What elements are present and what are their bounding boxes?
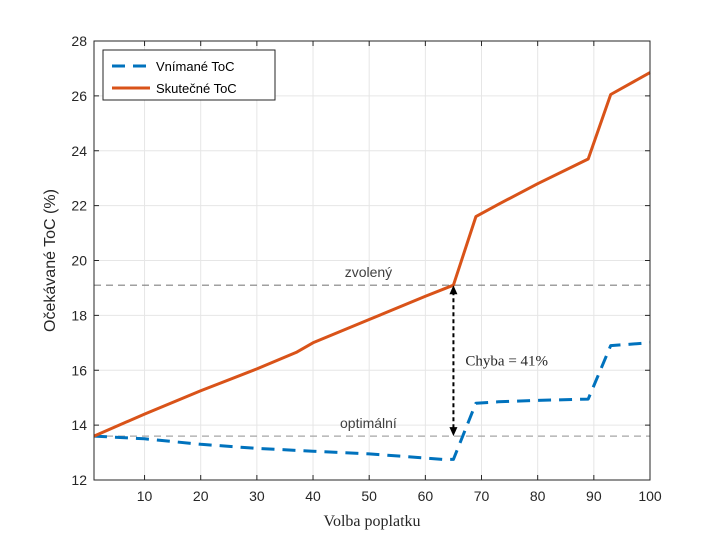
- y-tick-label: 26: [71, 88, 87, 104]
- x-tick-label: 20: [193, 488, 209, 504]
- x-tick-label: 70: [474, 488, 490, 504]
- y-tick-label: 16: [71, 362, 87, 378]
- x-tick-label: 100: [638, 488, 662, 504]
- y-tick-label: 24: [71, 143, 87, 159]
- x-tick-label: 30: [249, 488, 265, 504]
- x-tick-label: 10: [137, 488, 153, 504]
- legend-box: [102, 49, 276, 101]
- reference-line-label: optimální: [340, 415, 397, 431]
- y-tick-label: 22: [71, 198, 87, 214]
- y-tick-label: 20: [71, 253, 87, 269]
- legend: Vnímané ToC Skutečné ToC: [102, 49, 276, 101]
- y-tick-label: 18: [71, 307, 87, 323]
- y-tick-label: 12: [71, 472, 87, 488]
- annotation-label: Chyba = 41%: [465, 354, 548, 370]
- annotation-arrow-head-down: [449, 427, 458, 437]
- error-annotation: Chyba = 41%: [449, 285, 548, 437]
- reference-line-label: zvolený: [345, 264, 392, 280]
- x-tick-label: 50: [361, 488, 377, 504]
- legend-label: Vnímané ToC: [156, 59, 235, 74]
- x-tick-label: 60: [418, 488, 434, 504]
- series-line: [93, 71, 651, 438]
- series-line: [93, 341, 651, 461]
- x-tick-label: 40: [305, 488, 321, 504]
- series-group: [93, 71, 651, 461]
- legend-label: Skutečné ToC: [156, 81, 237, 96]
- x-axis-label: Volba poplatku: [323, 513, 420, 530]
- y-axis-label: Očekávané ToC (%): [42, 189, 59, 332]
- x-tick-label: 90: [586, 488, 602, 504]
- axis-ticks: 10 20 30 40 50 60 70 80 90 100 12 14 16 18 20 22 24 26 28: [71, 33, 661, 504]
- annotation-arrow-head-up: [449, 285, 458, 295]
- y-tick-label: 28: [71, 33, 87, 49]
- reference-lines: zvolený optimální: [94, 264, 650, 437]
- y-tick-label: 14: [71, 417, 87, 433]
- x-tick-label: 80: [530, 488, 546, 504]
